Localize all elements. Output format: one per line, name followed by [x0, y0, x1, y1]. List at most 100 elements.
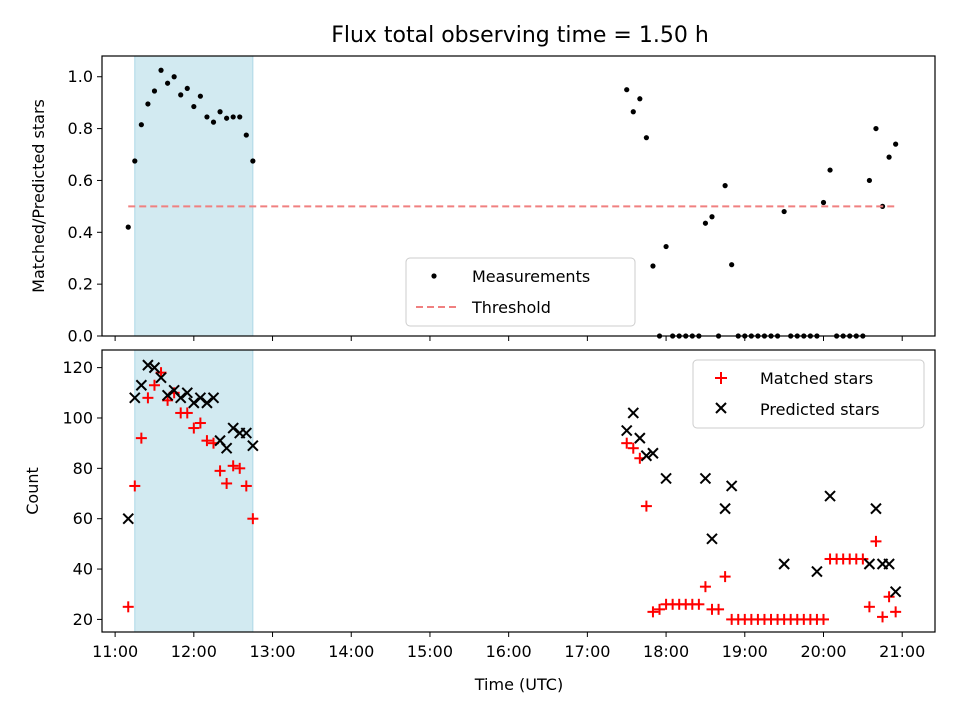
matched-stars-point [890, 606, 902, 618]
measurement-point [643, 135, 650, 141]
measurement-point [178, 92, 184, 98]
matched-stars-point [870, 535, 882, 547]
predicted-stars-point [660, 472, 672, 485]
matched-stars-point [240, 480, 252, 492]
predicted-stars-point [699, 472, 712, 485]
predicted-stars-point [627, 407, 639, 419]
legend-marker-predicted [715, 402, 727, 414]
bottom-panel-frame [101, 349, 936, 633]
ytick-label: 0.0 [68, 327, 93, 346]
top-panel: 0.0 0.2 0.4 0.6 0.8 1.0 Matched/Predicted sta… [29, 55, 936, 346]
matched-stars-point [214, 465, 226, 477]
legend-marker-measurements [431, 273, 437, 279]
measurement-point [230, 114, 236, 120]
ytick-label: 20 [73, 610, 93, 629]
measurement-point [224, 115, 230, 121]
predicted-stars-point [188, 397, 200, 409]
measurement-point [151, 88, 158, 94]
legend-label-matched: Matched stars [760, 369, 873, 388]
observing-window-span [134, 349, 254, 633]
measurement-point [820, 199, 827, 206]
matched-stars-point [713, 603, 725, 615]
predicted-stars-point [122, 512, 134, 525]
xtick-label: 21:00 [879, 642, 925, 661]
matched-stars-point [148, 379, 160, 391]
matched-stars-point [857, 553, 869, 565]
ytick-label: 0.6 [68, 171, 93, 190]
legend-marker-matched [715, 372, 727, 384]
matched-stars-point [863, 601, 875, 613]
xtick-label: 20:00 [800, 642, 846, 661]
measurement-point [237, 114, 243, 120]
xtick-label: 13:00 [249, 642, 295, 661]
predicted-stars-point [889, 586, 902, 598]
predicted-stars-point [647, 447, 659, 459]
matched-stars-point [188, 422, 200, 434]
predicted-stars-point [719, 502, 731, 515]
measurement-point [132, 158, 138, 164]
predicted-stars-point [863, 558, 876, 570]
xtick-label: 16:00 [486, 642, 532, 661]
xtick-label: 19:00 [722, 642, 768, 661]
bottom-xlabel: Time (UTC) [474, 675, 563, 694]
xtick-label: 15:00 [407, 642, 453, 661]
legend-label-predicted: Predicted stars [760, 400, 880, 419]
measurement-point [709, 214, 715, 220]
measurement-point [171, 74, 177, 80]
xtick-label: 14:00 [328, 642, 374, 661]
xtick-label: 11:00 [92, 642, 138, 661]
predicted-stars-point [207, 392, 220, 404]
measurement-point [243, 132, 249, 138]
measurement-point [125, 224, 131, 230]
measurement-point [650, 263, 656, 269]
predicted-stars-point [201, 397, 213, 409]
predicted-stars-point [811, 565, 823, 578]
predicted-stars-point [194, 392, 207, 404]
matched-stars-point [129, 480, 141, 492]
matched-stars-point [201, 435, 213, 447]
bottom-legend-box [692, 359, 925, 429]
ytick-label: 100 [62, 408, 93, 427]
measurement-point [630, 109, 636, 115]
matched-stars-point [693, 598, 705, 610]
top-legend: Measurements Threshold [405, 257, 636, 327]
measurement-point [893, 141, 899, 147]
xtick-label: 12:00 [171, 642, 217, 661]
ytick-label: 60 [73, 509, 93, 528]
measurement-point [886, 154, 892, 160]
measurement-point [827, 167, 833, 173]
predicted-stars-point [220, 442, 233, 454]
predicted-stars-point [706, 533, 718, 545]
measurement-point [164, 80, 171, 86]
predicted-stars-point [870, 502, 882, 515]
measurement-point [729, 262, 735, 268]
predicted-stars-point [181, 387, 193, 399]
ytick-label: 120 [62, 358, 93, 377]
bottom-legend: Matched stars Predicted stars [692, 359, 925, 429]
measurement-point [637, 96, 643, 102]
measurement-point [873, 125, 879, 132]
predicted-stars-point [883, 558, 895, 570]
ytick-label: 80 [73, 459, 93, 478]
ytick-label: 0.4 [68, 223, 93, 242]
predicted-stars-point [175, 392, 187, 404]
measurement-point [217, 109, 223, 115]
measurement-point [663, 243, 669, 250]
matched-stars-point [877, 611, 889, 623]
measurement-point [250, 158, 256, 164]
predicted-stars-point [640, 450, 653, 462]
matched-stars-point [817, 613, 829, 625]
measurement-point [210, 119, 217, 125]
observing-window-span [134, 55, 254, 337]
matched-stars-point [142, 392, 154, 404]
measurement-point [138, 122, 144, 128]
matched-stars-point [699, 581, 711, 593]
predicted-stars-point [155, 371, 167, 384]
predicted-stars-point [129, 392, 141, 404]
legend-label-threshold: Threshold [471, 298, 551, 317]
measurement-point [191, 103, 197, 110]
measurement-point [145, 101, 151, 107]
predicted-stars-point [135, 379, 148, 391]
predicted-stars-point [247, 439, 259, 452]
